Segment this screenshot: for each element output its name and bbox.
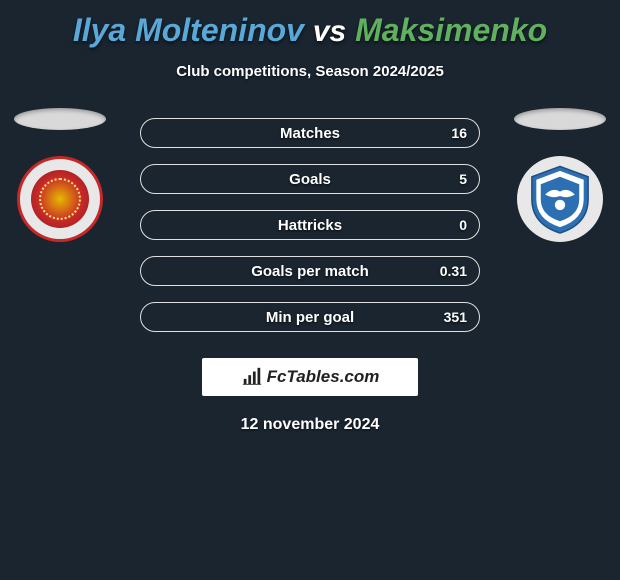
stat-label: Hattricks	[278, 217, 342, 234]
stat-row-goals-per-match: Goals per match 0.31	[140, 256, 480, 286]
stat-label: Goals	[289, 171, 331, 188]
player2-column	[510, 108, 610, 242]
stat-right-value: 0	[459, 211, 467, 239]
ufa-crest-icon	[17, 156, 103, 242]
stat-label: Goals per match	[251, 263, 369, 280]
stat-right-value: 0.31	[440, 257, 467, 285]
brand-box[interactable]: FcTables.com	[202, 358, 418, 396]
stat-row-goals: Goals 5	[140, 164, 480, 194]
player1-photo-placeholder	[14, 108, 106, 130]
subtitle: Club competitions, Season 2024/2025	[0, 63, 620, 80]
vs-text: vs	[313, 15, 346, 48]
player1-name: Ilya Molteninov	[73, 12, 304, 48]
player2-name: Maksimenko	[355, 12, 547, 48]
stats-rows: Matches 16 Goals 5 Hattricks 0 Goals per…	[140, 118, 480, 332]
player1-column	[10, 108, 110, 242]
stat-right-value: 351	[444, 303, 467, 331]
stat-label: Min per goal	[266, 309, 354, 326]
stat-right-value: 5	[459, 165, 467, 193]
bar-chart-icon	[241, 366, 263, 388]
stat-row-hattricks: Hattricks 0	[140, 210, 480, 240]
stat-label: Matches	[280, 125, 340, 142]
stat-row-min-per-goal: Min per goal 351	[140, 302, 480, 332]
brand-text: FcTables.com	[267, 367, 380, 387]
stats-section: Matches 16 Goals 5 Hattricks 0 Goals per…	[0, 118, 620, 332]
stat-right-value: 16	[451, 119, 467, 147]
date-text: 12 november 2024	[0, 416, 620, 434]
stat-row-matches: Matches 16	[140, 118, 480, 148]
comparison-title: Ilya Molteninov vs Maksimenko	[0, 0, 620, 49]
sokol-crest-icon	[517, 156, 603, 242]
player2-photo-placeholder	[514, 108, 606, 130]
